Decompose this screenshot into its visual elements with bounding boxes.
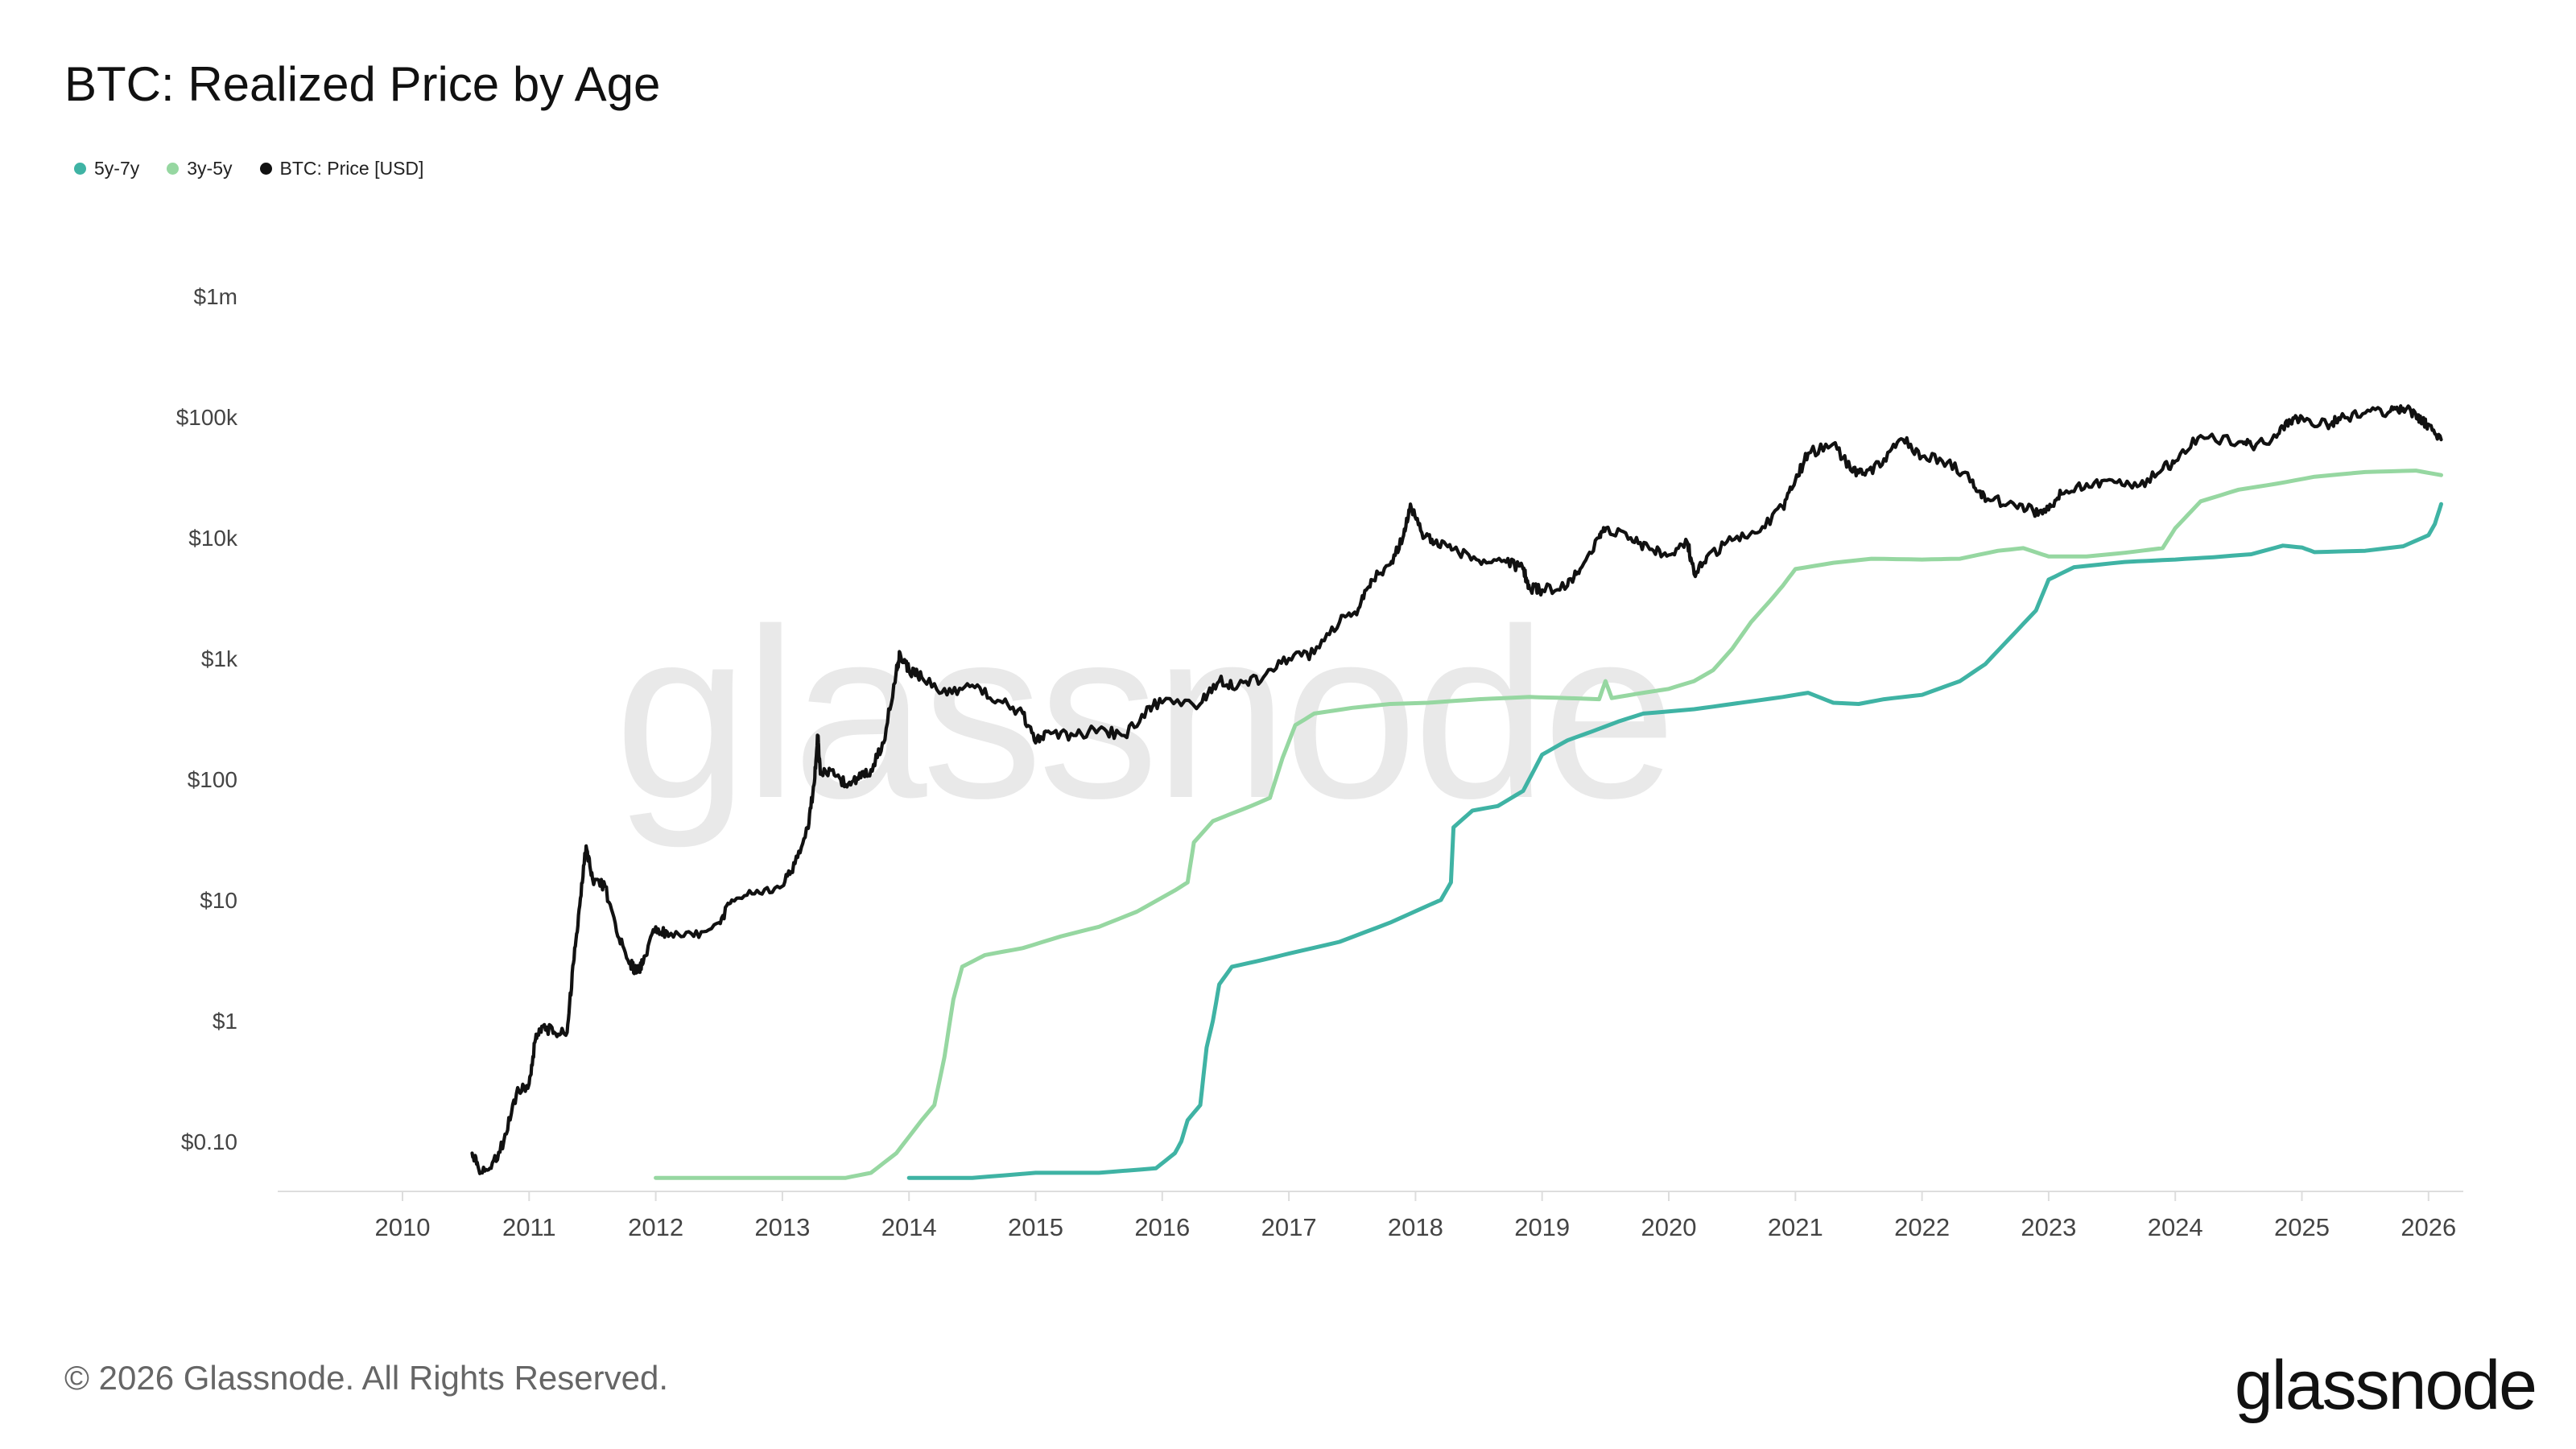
x-tick-label: 2024 [2148,1213,2203,1241]
y-tick-label: $100 [188,767,237,792]
x-tick-label: 2019 [1514,1213,1570,1241]
x-tick-label: 2011 [502,1213,556,1241]
chart-title: BTC: Realized Price by Age [64,57,661,111]
x-tick-label: 2017 [1261,1213,1317,1241]
x-tick-label: 2010 [375,1213,431,1241]
x-tick-label: 2013 [754,1213,810,1241]
series-line-btc-price [470,404,2443,1175]
series-line-5y7y [906,502,2443,1180]
x-tick-label: 2016 [1134,1213,1190,1241]
legend-dot-price [259,163,272,175]
y-tick-label: $0.10 [181,1129,237,1154]
footer-logo: glassnode [2234,1347,2537,1424]
legend-label-3y5y: 3y-5y [187,158,233,179]
x-tick-label: 2018 [1388,1213,1443,1241]
x-tick-label: 2026 [2401,1213,2456,1241]
y-tick-label: $1m [194,284,237,309]
legend-item-5y7y[interactable]: 5y-7y [74,158,139,180]
x-tick-label: 2022 [1894,1213,1950,1241]
x-tick-label: 2015 [1008,1213,1063,1241]
footer-copyright: © 2026 Glassnode. All Rights Reserved. [64,1359,669,1397]
y-tick-label: $10k [188,526,238,551]
x-tick-label: 2014 [881,1213,937,1241]
legend: 5y-7y 3y-5y BTC: Price [USD] [74,158,423,180]
y-tick-label: $1 [213,1009,237,1034]
y-tick-label: $1k [201,646,238,671]
legend-dot-5y7y [74,163,86,175]
legend-item-3y5y[interactable]: 3y-5y [167,158,233,180]
series-line-3y5y [654,469,2443,1180]
legend-dot-3y5y [167,163,180,175]
x-tick-label: 2023 [2021,1213,2076,1241]
legend-label-price: BTC: Price [USD] [279,158,424,179]
legend-item-price[interactable]: BTC: Price [USD] [259,158,424,180]
x-tick-label: 2021 [1768,1213,1823,1241]
y-tick-label: $100k [176,405,238,430]
x-tick-label: 2012 [628,1213,683,1241]
x-tick-label: 2025 [2274,1213,2330,1241]
y-tick-label: $10 [200,888,237,913]
legend-label-5y7y: 5y-7y [94,158,140,179]
x-tick-label: 2020 [1641,1213,1697,1241]
